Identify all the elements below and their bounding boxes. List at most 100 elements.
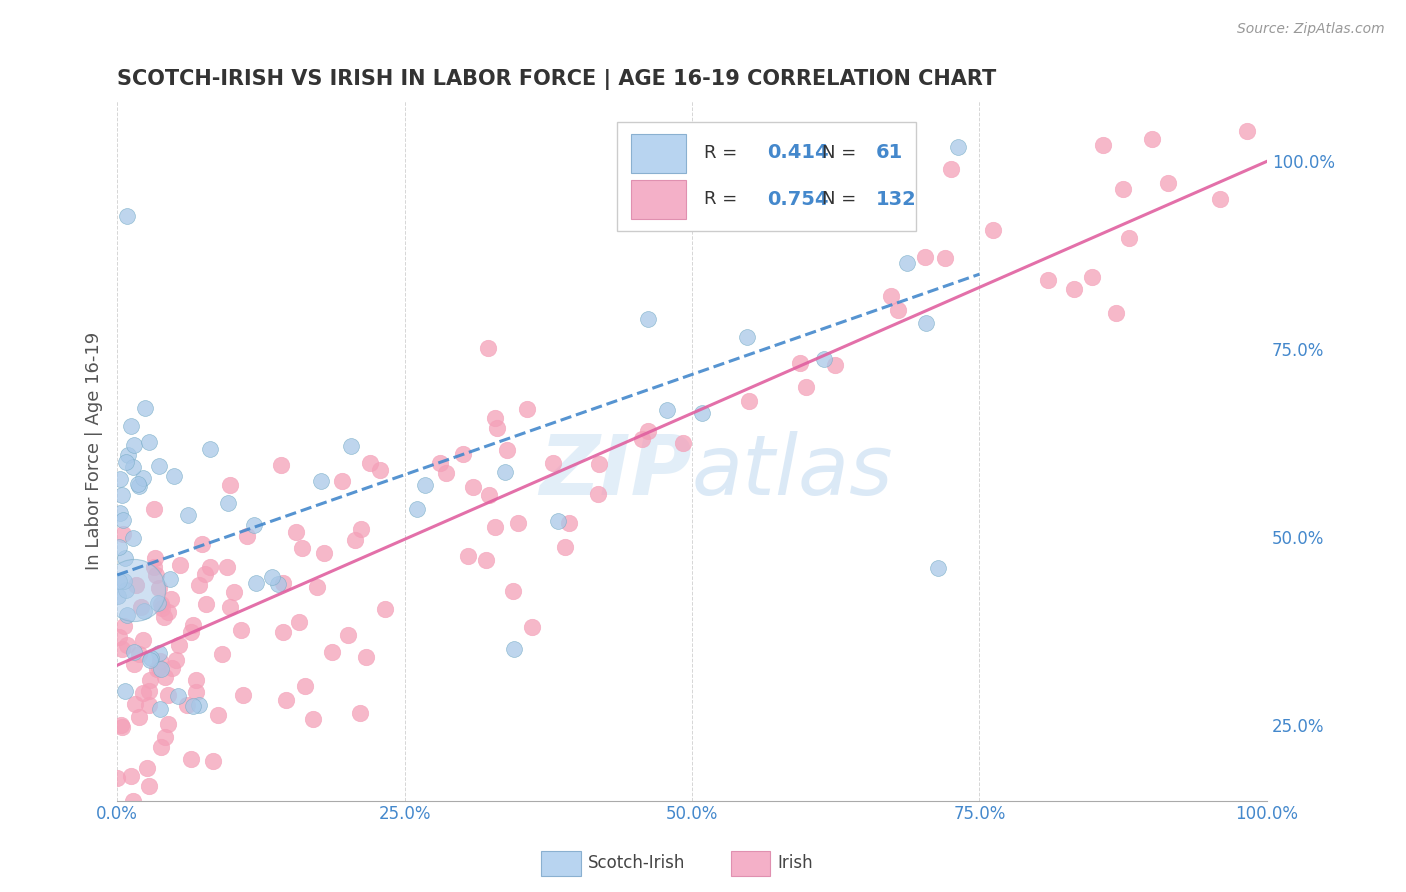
Point — [274, 692, 297, 706]
Point — [169, 558, 191, 572]
Point — [132, 471, 155, 485]
Point — [188, 578, 211, 592]
Point — [112, 513, 135, 527]
Point — [284, 525, 307, 540]
Point — [586, 487, 609, 501]
Point — [115, 607, 138, 622]
Point — [122, 438, 145, 452]
Point — [120, 418, 142, 433]
Point — [128, 479, 150, 493]
Point — [307, 581, 329, 595]
Point — [207, 707, 229, 722]
Point — [690, 406, 713, 420]
Point — [181, 698, 204, 713]
Point — [485, 421, 508, 435]
Point — [108, 574, 131, 588]
Point — [370, 463, 392, 477]
Y-axis label: In Labor Force | Age 16-19: In Labor Force | Age 16-19 — [86, 332, 103, 570]
Point — [880, 289, 903, 303]
Point — [981, 223, 1004, 237]
Point — [191, 537, 214, 551]
Text: N =: N = — [823, 144, 862, 162]
Point — [142, 560, 165, 574]
Point — [108, 630, 131, 644]
Point — [120, 769, 142, 783]
Point — [1063, 282, 1085, 296]
Point — [153, 669, 176, 683]
Point — [134, 401, 156, 415]
Point — [520, 620, 543, 634]
Point — [637, 311, 659, 326]
Point — [117, 210, 139, 224]
Point — [114, 684, 136, 698]
Point — [271, 575, 294, 590]
Text: Source: ZipAtlas.com: Source: ZipAtlas.com — [1237, 22, 1385, 37]
Point — [343, 533, 366, 548]
Text: atlas: atlas — [692, 432, 894, 512]
Point — [148, 661, 170, 675]
Point — [153, 730, 176, 744]
Point — [200, 560, 222, 574]
Point — [160, 661, 183, 675]
Point — [218, 477, 240, 491]
Point — [129, 600, 152, 615]
Point — [184, 673, 207, 687]
Point — [146, 663, 169, 677]
Point — [112, 619, 135, 633]
Point — [148, 654, 170, 668]
Point — [157, 688, 180, 702]
Text: 61: 61 — [876, 144, 903, 162]
Point — [149, 739, 172, 754]
Point — [484, 520, 506, 534]
Point — [122, 657, 145, 671]
Point — [475, 552, 498, 566]
Point — [127, 476, 149, 491]
Point — [896, 256, 918, 270]
Point — [735, 330, 758, 344]
Point — [359, 456, 381, 470]
Point — [927, 561, 949, 575]
Point — [302, 712, 325, 726]
Point — [107, 590, 129, 604]
Point — [139, 673, 162, 687]
Point — [138, 698, 160, 712]
Point — [108, 506, 131, 520]
Point — [484, 411, 506, 425]
Point — [115, 583, 138, 598]
Point — [198, 442, 221, 457]
Point — [114, 455, 136, 469]
Point — [231, 624, 253, 638]
Point — [176, 698, 198, 712]
Point — [478, 488, 501, 502]
Point — [243, 518, 266, 533]
Point — [914, 317, 936, 331]
Point — [201, 754, 224, 768]
Point — [124, 582, 146, 597]
Point — [914, 250, 936, 264]
Point — [159, 592, 181, 607]
Point — [349, 706, 371, 721]
Point — [516, 402, 538, 417]
Point — [309, 475, 332, 489]
Point — [141, 650, 163, 665]
Text: Irish: Irish — [778, 855, 813, 872]
Point — [218, 600, 240, 615]
Text: 0.414: 0.414 — [766, 144, 828, 162]
Point — [453, 447, 475, 461]
Point — [111, 488, 134, 502]
Point — [111, 720, 134, 734]
Point — [157, 717, 180, 731]
Point — [183, 618, 205, 632]
Point — [339, 439, 361, 453]
Point — [194, 597, 217, 611]
Point — [124, 697, 146, 711]
Point — [1105, 306, 1128, 320]
Point — [105, 771, 128, 785]
Point — [148, 596, 170, 610]
Point — [288, 615, 311, 629]
Point — [166, 689, 188, 703]
Point — [477, 341, 499, 355]
Point — [672, 436, 695, 450]
Point — [114, 551, 136, 566]
Point — [163, 468, 186, 483]
